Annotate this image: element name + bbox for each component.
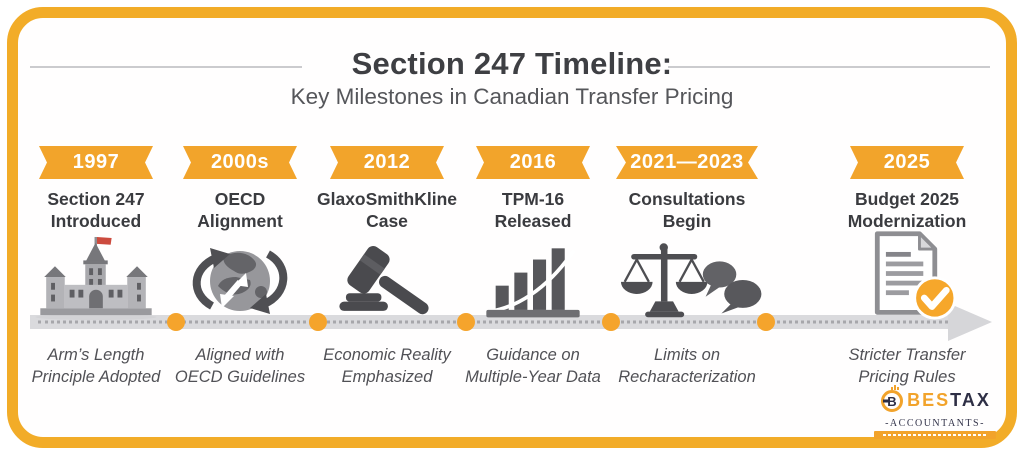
parliament-building-icon bbox=[18, 236, 174, 320]
gavel-icon bbox=[309, 236, 465, 320]
bestax-logo: B BESTAX -ACCOUNTANTS- bbox=[874, 384, 996, 439]
milestone-title: OECD Alignment bbox=[197, 189, 283, 231]
milestone-caption: Aligned with OECD Guidelines bbox=[174, 346, 306, 386]
milestone-2000s: 2000s OECD Alignment bbox=[162, 146, 318, 388]
milestone-1997: 1997 Section 247 Introduced bbox=[18, 146, 174, 388]
timeline-dot-2 bbox=[309, 313, 327, 331]
milestone-caption: Stricter Transfer Pricing Rules bbox=[848, 346, 966, 386]
milestone-caption: Arm’s Length Principle Adopted bbox=[31, 346, 161, 386]
year-label: 1997 bbox=[72, 151, 120, 173]
year-ribbon: 2021—2023 bbox=[616, 146, 758, 179]
logo-tagline-strip bbox=[874, 431, 996, 439]
year-label: 2025 bbox=[883, 151, 931, 173]
year-ribbon: 2000s bbox=[183, 146, 297, 179]
year-ribbon: 2012 bbox=[330, 146, 444, 179]
document-checkmark-icon bbox=[812, 231, 1002, 320]
bestax-logo-icon: B bbox=[879, 384, 905, 417]
milestone-2016: 2016 TPM-16 Released Guidance on Multipl… bbox=[455, 146, 611, 388]
year-label: 2000s bbox=[210, 151, 270, 173]
year-label: 2012 bbox=[363, 151, 411, 173]
milestone-title: TPM-16 Released bbox=[494, 189, 572, 231]
year-label: 2016 bbox=[509, 151, 557, 173]
timeline-dot-3 bbox=[457, 313, 475, 331]
year-label: 2021—2023 bbox=[630, 151, 744, 173]
logo-wordmark: BESTAX bbox=[907, 390, 991, 410]
milestone-title: Consultations Begin bbox=[628, 189, 746, 231]
logo-subtext: -ACCOUNTANTS- bbox=[885, 418, 985, 429]
globe-arrows-icon bbox=[162, 236, 318, 320]
milestone-caption: Guidance on Multiple-Year Data bbox=[465, 346, 601, 386]
milestone-caption: Limits on Recharacterization bbox=[618, 346, 756, 386]
orange-frame-border bbox=[7, 7, 1017, 448]
page-title: Section 247 Timeline: bbox=[351, 46, 673, 81]
year-ribbon: 2016 bbox=[476, 146, 590, 179]
year-ribbon: 2025 bbox=[850, 146, 964, 179]
timeline-arrowhead-icon bbox=[948, 303, 992, 341]
milestone-title: GlaxoSmithKline Case bbox=[316, 189, 458, 231]
svg-text:B: B bbox=[887, 394, 896, 409]
bar-chart-growth-icon bbox=[455, 236, 611, 320]
milestone-2021-2023: 2021—2023 Consultations Begin bbox=[592, 146, 782, 388]
year-ribbon: 1997 bbox=[39, 146, 153, 179]
timeline-band bbox=[30, 315, 978, 329]
timeline-dot-1 bbox=[167, 313, 185, 331]
milestone-title: Budget 2025 Modernization bbox=[847, 189, 967, 231]
scales-speech-bubbles-icon bbox=[592, 236, 782, 320]
timeline-dot-4 bbox=[602, 313, 620, 331]
page-subtitle: Key Milestones in Canadian Transfer Pric… bbox=[290, 84, 734, 109]
timeline-dotted-line bbox=[38, 320, 978, 324]
milestone-2025: 2025 Budget 2025 Modernization Stricter … bbox=[812, 146, 1002, 388]
milestone-caption: Economic Reality Emphasized bbox=[323, 346, 451, 386]
milestone-title: Section 247 Introduced bbox=[47, 189, 145, 231]
timeline-dot-5 bbox=[757, 313, 775, 331]
title-divider-right bbox=[668, 66, 990, 68]
milestone-2012: 2012 GlaxoSmithKline Case Economic Reali… bbox=[309, 146, 465, 388]
title-divider-left bbox=[30, 66, 302, 68]
